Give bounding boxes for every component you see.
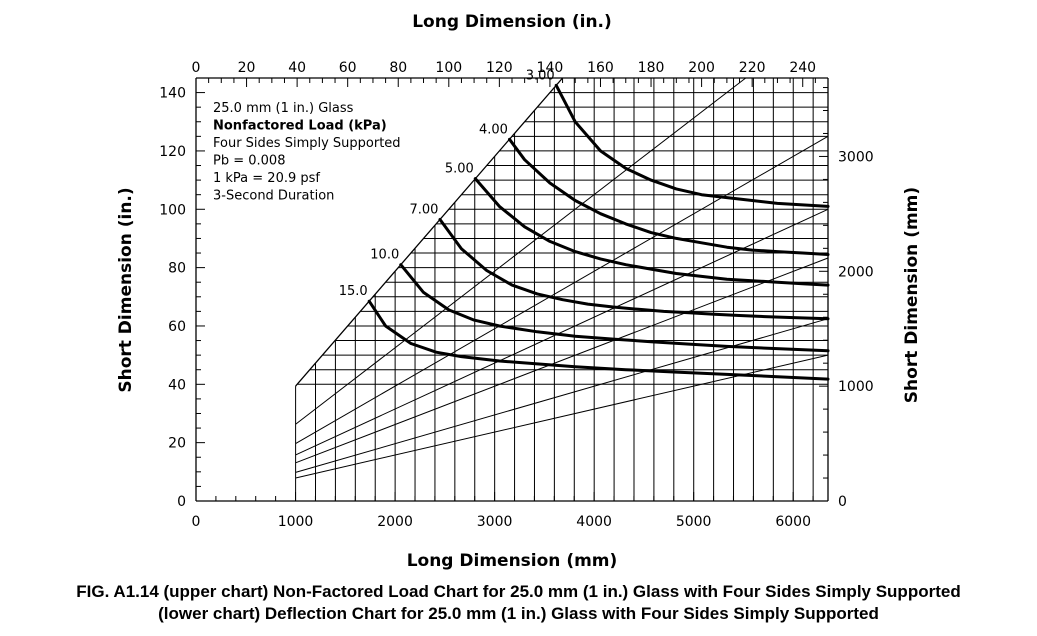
load-curve bbox=[438, 218, 830, 321]
top-tick-label: 40 bbox=[288, 60, 306, 76]
curve-label: 10.0 bbox=[370, 248, 399, 263]
bottom-tick-label: 3000 bbox=[477, 514, 513, 530]
bottom-tick-label: 6000 bbox=[775, 514, 811, 530]
y-axis-title-right: Short Dimension (mm) bbox=[902, 187, 922, 403]
aspect-ratio-line bbox=[295, 77, 747, 425]
chart-note-line: 3-Second Duration bbox=[213, 189, 334, 204]
aspect-ratio-lines bbox=[295, 77, 829, 479]
top-tick-label: 60 bbox=[339, 60, 357, 76]
top-tick-label: 140 bbox=[537, 60, 564, 76]
load-curve bbox=[367, 299, 830, 381]
left-tick-label: 140 bbox=[159, 86, 186, 102]
curve-label: 4.00 bbox=[479, 122, 508, 137]
curve-label: 15.0 bbox=[339, 284, 368, 299]
top-tick-label: 200 bbox=[688, 60, 715, 76]
figure-caption-line-1: FIG. A1.14 (upper chart) Non-Factored Lo… bbox=[76, 582, 961, 601]
axes bbox=[195, 77, 829, 502]
x-axis-title-top: Long Dimension (in.) bbox=[412, 12, 612, 32]
load-curve bbox=[473, 177, 830, 287]
x-axis-title-bottom: Long Dimension (mm) bbox=[407, 551, 618, 571]
top-tick-label: 240 bbox=[789, 60, 816, 76]
top-tick-label: 120 bbox=[486, 60, 513, 76]
chart-note-line: Pb = 0.008 bbox=[213, 154, 285, 169]
load-curve bbox=[508, 137, 830, 256]
left-tick-label: 0 bbox=[177, 494, 186, 510]
top-tick-label: 20 bbox=[238, 60, 256, 76]
curve-label: 7.00 bbox=[409, 202, 438, 217]
right-tick-label: 0 bbox=[838, 494, 847, 510]
bottom-tick-label: 2000 bbox=[377, 514, 413, 530]
left-tick-label: 120 bbox=[159, 144, 186, 160]
aspect-ratio-line bbox=[295, 77, 564, 387]
aspect-ratio-line bbox=[295, 318, 829, 473]
aspect-ratio-line bbox=[295, 135, 829, 444]
load-chart: 3.00 4.00 5.00 7.00 10.0 15.0 0 20 40 60 80 100 120 1… bbox=[116, 12, 922, 571]
chart-labels: 3.00 4.00 5.00 7.00 10.0 15.0 0 20 40 60 80 100 120 1… bbox=[116, 12, 922, 571]
load-curve bbox=[399, 263, 830, 353]
top-tick-label: 0 bbox=[192, 60, 201, 76]
left-tick-label: 80 bbox=[168, 261, 186, 277]
bottom-tick-label: 4000 bbox=[576, 514, 612, 530]
aspect-ratio-line bbox=[295, 257, 829, 464]
chart-note-line: Four Sides Simply Supported bbox=[213, 136, 401, 151]
left-tick-label: 40 bbox=[168, 377, 186, 393]
load-curve bbox=[554, 83, 830, 208]
left-tick-label: 100 bbox=[159, 202, 186, 218]
top-tick-label: 80 bbox=[389, 60, 407, 76]
top-tick-label: 180 bbox=[638, 60, 665, 76]
right-tick-label: 1000 bbox=[838, 379, 874, 395]
top-tick-label: 160 bbox=[587, 60, 614, 76]
y-axis-title-left: Short Dimension (in.) bbox=[116, 187, 136, 392]
left-tick-label: 20 bbox=[168, 436, 186, 452]
chart-note-line: 1 kPa = 20.9 psf bbox=[213, 171, 320, 186]
load-curves bbox=[367, 83, 830, 381]
aspect-ratio-line bbox=[295, 208, 829, 456]
left-tick-label: 60 bbox=[168, 319, 186, 335]
curve-label: 3.00 bbox=[526, 68, 555, 83]
chart-note-line: 25.0 mm (1 in.) Glass bbox=[213, 101, 354, 116]
right-tick-label: 2000 bbox=[838, 264, 874, 280]
curve-label: 5.00 bbox=[445, 162, 474, 177]
top-tick-label: 220 bbox=[739, 60, 766, 76]
bottom-tick-label: 5000 bbox=[676, 514, 712, 530]
top-tick-label: 100 bbox=[435, 60, 462, 76]
chart-note-line: Nonfactored Load (kPa) bbox=[213, 119, 387, 134]
bottom-tick-label: 1000 bbox=[278, 514, 314, 530]
bottom-tick-label: 0 bbox=[192, 514, 201, 530]
figure-caption-line-2: (lower chart) Deflection Chart for 25.0 … bbox=[158, 604, 879, 623]
right-tick-label: 3000 bbox=[838, 149, 874, 165]
